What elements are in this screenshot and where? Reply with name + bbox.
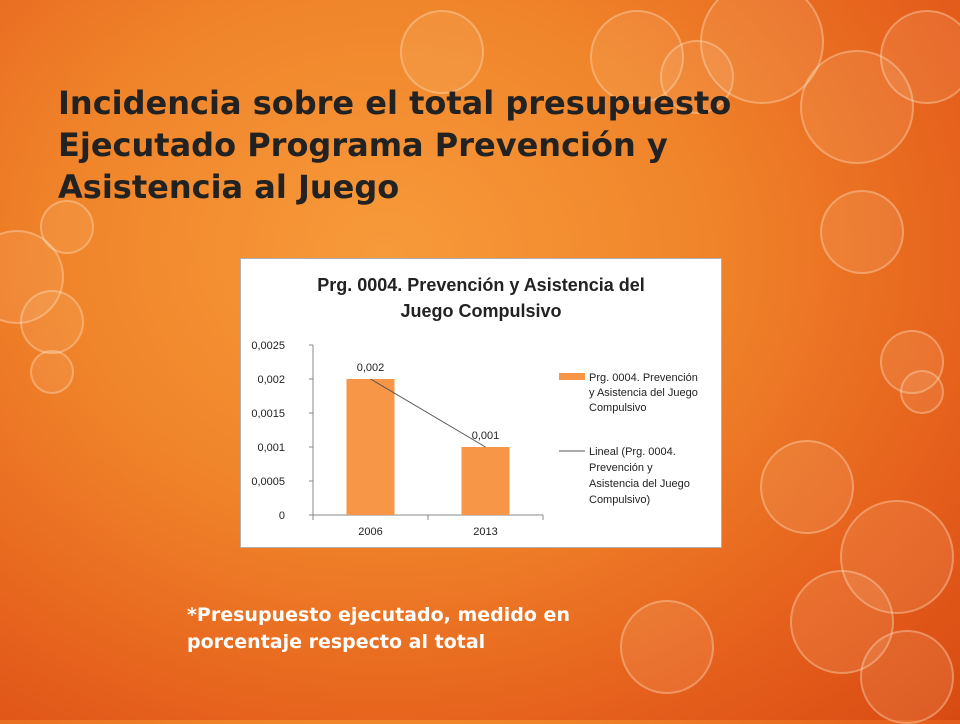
legend-line-label: Asistencia del Juego xyxy=(589,478,690,490)
bokeh-circle xyxy=(880,10,960,104)
y-tick-label: 0 xyxy=(279,510,285,522)
legend-bar-label: y Asistencia del Juego xyxy=(589,387,698,399)
y-tick-label: 0,0005 xyxy=(251,476,285,488)
x-tick-label: 2013 xyxy=(473,526,497,538)
footnote: *Presupuesto ejecutado, medido en porcen… xyxy=(187,602,747,656)
legend-bar-swatch xyxy=(559,373,585,380)
bokeh-circle xyxy=(20,290,84,354)
bokeh-circle xyxy=(400,10,484,94)
bokeh-circle xyxy=(30,350,74,394)
legend-bar-label: Compulsivo xyxy=(589,402,646,414)
bar xyxy=(461,447,510,515)
slide-title-line: Asistencia al Juego xyxy=(58,168,400,206)
chart-title-line: Prg. 0004. Prevención y Asistencia del xyxy=(317,275,645,295)
y-tick-label: 0,002 xyxy=(257,374,285,386)
y-tick-label: 0,0015 xyxy=(251,408,285,420)
slide-title-line: Incidencia sobre el total presupuesto xyxy=(58,84,732,122)
trendline xyxy=(370,378,486,448)
data-label: 0,001 xyxy=(472,430,500,442)
footnote-line: porcentaje respecto al total xyxy=(187,631,486,653)
y-tick-label: 0,0025 xyxy=(251,340,285,352)
legend-bar-label: Prg. 0004. Prevención xyxy=(589,372,698,384)
bokeh-circle xyxy=(860,630,954,724)
legend-line-label: Prevención y xyxy=(589,462,653,474)
bar-chart: Prg. 0004. Prevención y Asistencia del Ju… xyxy=(251,275,698,538)
legend-line-label: Lineal (Prg. 0004. xyxy=(589,446,676,458)
bokeh-circle xyxy=(620,600,714,694)
chart-panel: Prg. 0004. Prevención y Asistencia del Ju… xyxy=(240,258,722,548)
footnote-line: *Presupuesto ejecutado, medido en xyxy=(187,604,570,626)
bar xyxy=(346,379,395,515)
slide-title-line: Ejecutado Programa Prevención y xyxy=(58,126,668,164)
legend-line-label: Compulsivo) xyxy=(589,494,650,506)
bokeh-circle xyxy=(900,370,944,414)
bokeh-circle xyxy=(40,200,94,254)
x-tick-label: 2006 xyxy=(358,526,382,538)
data-label: 0,002 xyxy=(357,362,385,374)
y-tick-label: 0,001 xyxy=(257,442,285,454)
bokeh-circle xyxy=(760,440,854,534)
chart-title-line: Juego Compulsivo xyxy=(400,301,561,321)
slide-title: Incidencia sobre el total presupuesto Ej… xyxy=(58,82,918,208)
bokeh-circle xyxy=(820,190,904,274)
